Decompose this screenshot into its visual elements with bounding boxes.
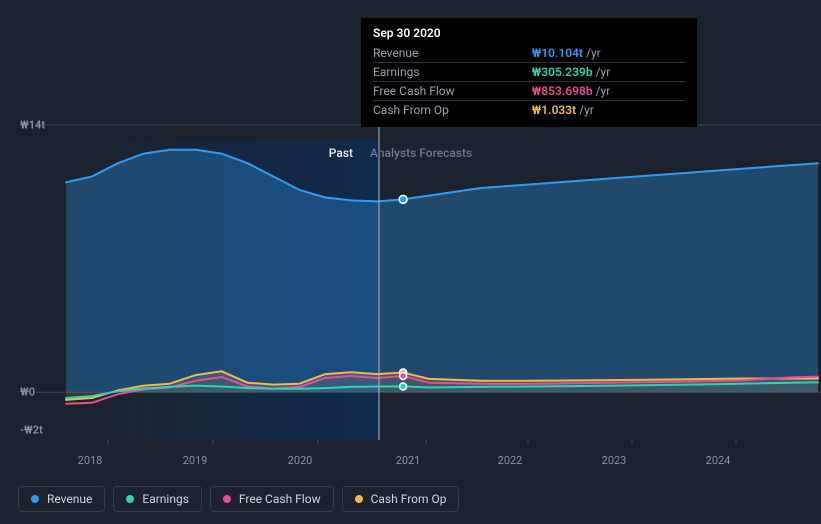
section-label-past: Past [301, 146, 353, 160]
y-axis-label: ₩14t [20, 119, 45, 132]
tooltip-row-label: Earnings [373, 63, 532, 82]
x-axis-label: 2018 [78, 454, 103, 467]
legend-label: Free Cash Flow [239, 492, 321, 506]
legend-item-cfo[interactable]: Cash From Op [342, 486, 460, 512]
marker-earnings [400, 383, 407, 390]
x-axis-label: 2019 [183, 454, 208, 467]
tooltip-row: Cash From Op₩1.033t /yr [373, 101, 685, 120]
legend: Revenue Earnings Free Cash Flow Cash From O… [18, 486, 459, 512]
tooltip-row: Earnings₩305.239b /yr [373, 63, 685, 82]
legend-dot [223, 495, 231, 503]
y-axis-label: ₩0 [20, 386, 35, 399]
x-axis-label: 2022 [498, 454, 523, 467]
marker-revenue [399, 195, 407, 203]
area-revenue [66, 150, 818, 392]
y-axis-label: -₩2t [20, 424, 43, 437]
tooltip-row-label: Cash From Op [373, 101, 532, 120]
tooltip-row: Free Cash Flow₩853.698b /yr [373, 82, 685, 101]
legend-label: Cash From Op [371, 492, 447, 506]
hover-tooltip: Sep 30 2020 Revenue₩10.104t /yrEarnings₩… [361, 18, 697, 127]
tooltip-row-unit: /yr [579, 103, 594, 117]
tooltip-table: Revenue₩10.104t /yrEarnings₩305.239b /yr… [373, 44, 685, 119]
legend-item-fcf[interactable]: Free Cash Flow [210, 486, 334, 512]
legend-item-earnings[interactable]: Earnings [113, 486, 202, 512]
tooltip-row-unit: /yr [596, 84, 611, 98]
x-axis-label: 2023 [602, 454, 627, 467]
tooltip-row-unit: /yr [586, 46, 601, 60]
section-label-future: Analysts Forecasts [370, 146, 472, 160]
x-axis-label: 2020 [288, 454, 313, 467]
tooltip-row-value: ₩1.033t [532, 103, 576, 117]
marker-fcf [400, 372, 407, 379]
legend-item-revenue[interactable]: Revenue [18, 486, 105, 512]
tooltip-row-value: ₩10.104t [532, 46, 583, 60]
legend-dot [355, 495, 363, 503]
tooltip-date: Sep 30 2020 [373, 26, 685, 40]
tooltip-row-unit: /yr [596, 65, 611, 79]
tooltip-row-label: Revenue [373, 44, 532, 63]
legend-label: Earnings [142, 492, 189, 506]
tooltip-row-label: Free Cash Flow [373, 82, 532, 101]
x-axis-label: 2021 [396, 454, 421, 467]
x-axis-label: 2024 [706, 454, 731, 467]
tooltip-row-value: ₩305.239b [532, 65, 593, 79]
tooltip-row-value: ₩853.698b [532, 84, 593, 98]
tooltip-row: Revenue₩10.104t /yr [373, 44, 685, 63]
legend-label: Revenue [47, 492, 92, 506]
legend-dot [31, 495, 39, 503]
legend-dot [126, 495, 134, 503]
